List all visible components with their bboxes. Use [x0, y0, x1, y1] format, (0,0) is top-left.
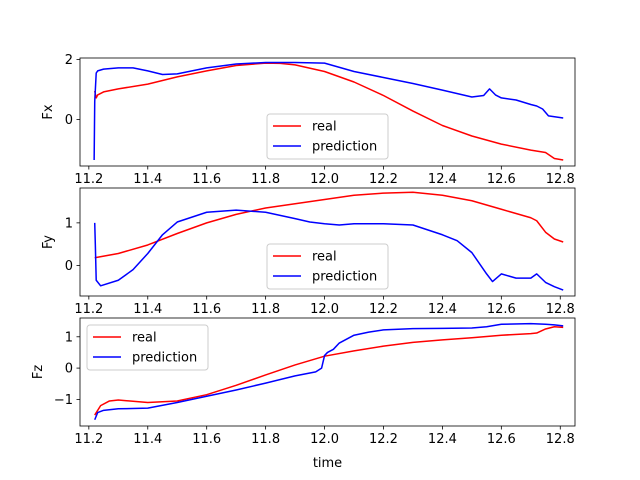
- fz-subplot: 11.2 11.4 11.6 11.8 12.0 12.2 12.4 12.6 12.8 −1 0 1…: [31, 317, 576, 471]
- fy-x-tick-label: 12.0: [310, 302, 339, 317]
- fx-x-tick-label: 12.4: [428, 172, 457, 187]
- fy-x-tick-label: 11.2: [74, 302, 103, 317]
- fy-y-tick-label: 1: [65, 216, 73, 231]
- fz-y-tick-label: −1: [54, 393, 73, 408]
- fz-x-tick-label: 11.4: [133, 432, 162, 447]
- fy-x-tick-label: 11.4: [133, 302, 162, 317]
- fx-y-tick-label: 0: [65, 113, 73, 128]
- fy-axis-label: Fy: [41, 235, 56, 249]
- fx-axes-frame: [79, 57, 576, 167]
- fz-axes-frame: [79, 317, 576, 427]
- fz-x-tick-label: 12.6: [487, 432, 516, 447]
- fy-y-tick-label: 0: [65, 259, 73, 274]
- fz-x-tick-label: 11.2: [74, 432, 103, 447]
- fz-x-tick-label: 12.2: [369, 432, 398, 447]
- fz-x-tick-label: 11.8: [251, 432, 280, 447]
- fz-x-tick-label: 12.0: [310, 432, 339, 447]
- fx-x-tick-label: 12.8: [546, 172, 575, 187]
- fy-x-tick-label: 12.4: [428, 302, 457, 317]
- fy-axes-frame: [79, 187, 576, 297]
- fy-x-tick-label: 11.6: [192, 302, 221, 317]
- fx-x-tick-label: 12.2: [369, 172, 398, 187]
- fz-x-tick-label: 11.6: [192, 432, 221, 447]
- fx-x-tick-label: 11.6: [192, 172, 221, 187]
- fx-legend: real prediction: [266, 113, 389, 160]
- fx-legend-prediction-label: prediction: [312, 140, 377, 155]
- fz-axis-label: Fz: [31, 365, 46, 379]
- fx-legend-real-label: real: [312, 120, 337, 135]
- fx-prediction-line: [93, 61, 564, 161]
- fz-y-tick-label: 1: [65, 330, 73, 345]
- fy-subplot: 11.2 11.4 11.6 11.8 12.0 12.2 12.4 12.6 12.8 0 1 F…: [41, 187, 576, 317]
- fz-y-tick-label: 0: [65, 362, 73, 377]
- time-axis-label: time: [313, 456, 342, 471]
- fz-x-tick-label: 12.4: [428, 432, 457, 447]
- fy-x-tick-label: 11.8: [251, 302, 280, 317]
- fz-prediction-line: [94, 322, 564, 421]
- fy-prediction-line: [93, 209, 564, 291]
- fx-x-tick-label: 11.2: [74, 172, 103, 187]
- fx-real-line: [93, 62, 564, 161]
- fy-x-tick-label: 12.8: [546, 302, 575, 317]
- fy-real-line: [94, 191, 564, 259]
- fy-x-tick-label: 12.6: [487, 302, 516, 317]
- fy-legend-prediction-label: prediction: [312, 270, 377, 285]
- fx-x-tick-label: 11.4: [133, 172, 162, 187]
- fx-x-tick-label: 11.8: [251, 172, 280, 187]
- fy-x-tick-label: 12.2: [369, 302, 398, 317]
- fx-axis-label: Fx: [41, 104, 56, 119]
- fz-legend-real-label: real: [132, 331, 157, 346]
- fz-legend-prediction-label: prediction: [132, 351, 197, 366]
- fz-legend: real prediction: [86, 324, 209, 371]
- fy-legend-real-label: real: [312, 250, 337, 265]
- fx-x-tick-label: 12.0: [310, 172, 339, 187]
- fx-y-tick-label: 2: [65, 53, 73, 68]
- fx-x-tick-label: 12.6: [487, 172, 516, 187]
- fz-x-tick-label: 12.8: [546, 432, 575, 447]
- fx-subplot: 11.2 11.4 11.6 11.8 12.0 12.2 12.4 12.6 12.8 0 2 F…: [41, 53, 576, 187]
- fy-legend: real prediction: [266, 243, 389, 290]
